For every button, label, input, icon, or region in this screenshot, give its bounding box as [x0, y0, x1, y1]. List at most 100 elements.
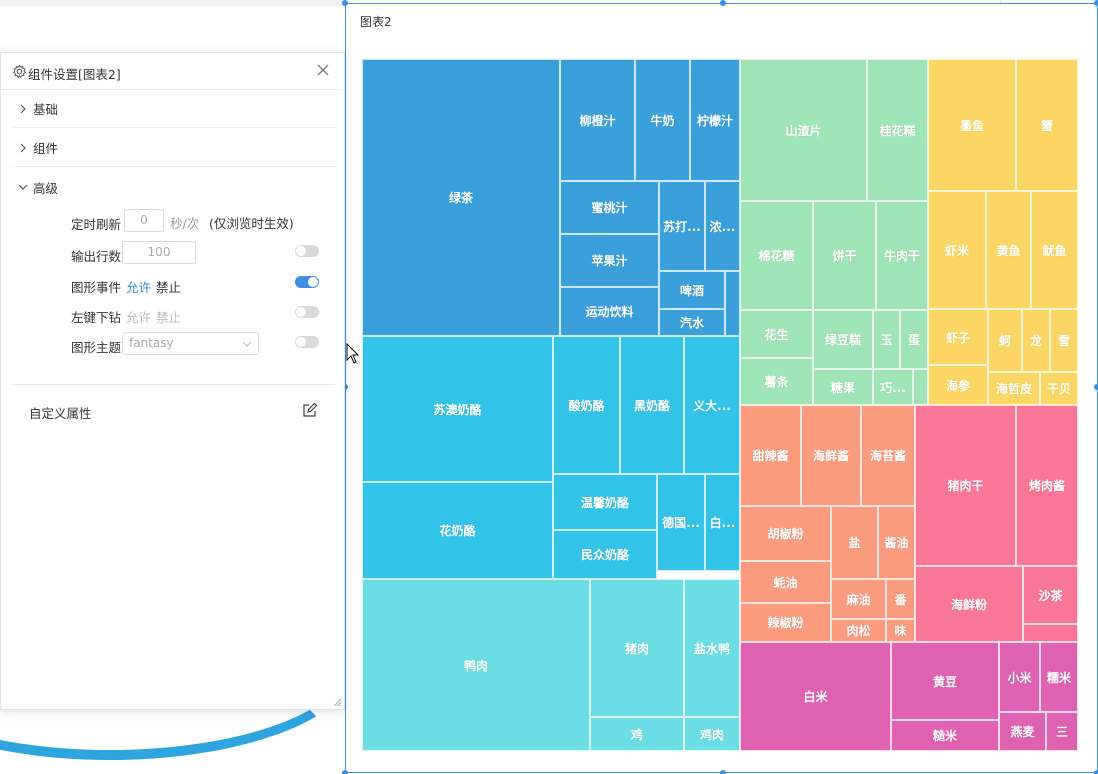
treemap-cell[interactable]: 蚝油: [740, 561, 831, 603]
treemap-cell[interactable]: 浓...: [705, 181, 740, 271]
chart-event-toggle[interactable]: [295, 276, 319, 288]
treemap-cell[interactable]: 鱿鱼: [1031, 191, 1078, 309]
treemap-cell[interactable]: 酸奶酪: [553, 336, 620, 474]
treemap-cell[interactable]: 甜辣酱: [740, 405, 801, 506]
treemap-cell[interactable]: 酱油: [878, 506, 915, 579]
treemap-cell[interactable]: 蟹: [1016, 59, 1078, 191]
treemap-cell[interactable]: 海哲皮: [988, 372, 1040, 405]
treemap-cell[interactable]: 民众奶酪: [553, 530, 657, 579]
treemap-cell[interactable]: 苏打...: [659, 181, 705, 271]
treemap-cell-small[interactable]: [725, 271, 740, 336]
treemap-cell[interactable]: 海苔酱: [861, 405, 915, 506]
treemap-cell[interactable]: 薯条: [740, 358, 813, 405]
treemap-cell[interactable]: 海参: [928, 365, 988, 405]
treemap-cell[interactable]: 小米: [999, 642, 1040, 712]
treemap-cell[interactable]: 温馨奶酪: [553, 474, 657, 530]
treemap-cell[interactable]: 墨鱼: [928, 59, 1016, 191]
treemap-cell[interactable]: 沙茶: [1023, 566, 1078, 624]
chart-event-deny[interactable]: 禁止: [156, 280, 182, 295]
treemap-cell[interactable]: 番: [886, 579, 915, 619]
treemap-cell-small[interactable]: [913, 369, 928, 405]
treemap-cell[interactable]: 鸡: [590, 717, 684, 751]
treemap-cell[interactable]: 龙: [1022, 309, 1050, 372]
treemap-cell[interactable]: 蛋: [900, 310, 928, 369]
section-basic[interactable]: 基础: [13, 90, 335, 128]
treemap-cell[interactable]: 海鲜酱: [801, 405, 861, 506]
treemap-cell[interactable]: 汽水: [659, 309, 725, 336]
treemap-cell[interactable]: 糙米: [891, 720, 999, 751]
treemap-cell[interactable]: 苏澳奶酪: [362, 336, 553, 482]
resize-handle-bottom-right[interactable]: [1094, 770, 1098, 774]
treemap-cell[interactable]: 烤肉酱: [1016, 405, 1078, 566]
close-icon[interactable]: [316, 63, 330, 77]
treemap-cell[interactable]: 绿茶: [362, 59, 560, 336]
treemap-cell[interactable]: 苹果汁: [560, 234, 659, 287]
treemap-chart[interactable]: 绿茶 柳橙汁 牛奶 柠檬汁 蜜桃汁 苏打... 浓... 苹果汁 啤酒 运动饮料 汽水苏澳奶酪 酸奶酪…: [362, 59, 1078, 751]
treemap-cell[interactable]: 虾米: [928, 191, 986, 309]
chart-theme-select[interactable]: fantasy: [122, 332, 259, 355]
treemap-cell[interactable]: 饼干: [813, 201, 876, 310]
treemap-cell[interactable]: 啤酒: [659, 271, 725, 309]
chart-event-allow[interactable]: 允许: [126, 280, 152, 295]
resize-grip-icon[interactable]: [332, 697, 342, 707]
treemap-cell[interactable]: 海鲜粉: [915, 566, 1023, 642]
treemap-cell[interactable]: 蜜桃汁: [560, 181, 659, 234]
resize-handle-top-left[interactable]: [342, 0, 348, 6]
treemap-cell[interactable]: 桂花糕: [867, 59, 928, 201]
treemap-cell[interactable]: 辣椒粉: [740, 603, 831, 642]
treemap-cell[interactable]: 蚵: [988, 309, 1022, 372]
treemap-cell[interactable]: 雪: [1050, 309, 1078, 372]
treemap-cell[interactable]: 虾子: [928, 309, 988, 365]
treemap-cell[interactable]: 胡椒粉: [740, 506, 831, 561]
treemap-cell[interactable]: 猪肉干: [915, 405, 1016, 566]
treemap-cell[interactable]: 三: [1046, 712, 1078, 751]
treemap-cell[interactable]: 柠檬汁: [690, 59, 740, 181]
treemap-cell[interactable]: 麻油: [831, 579, 886, 619]
output-rows-toggle[interactable]: [295, 245, 319, 257]
section-advanced[interactable]: 高级: [13, 168, 335, 206]
treemap-cell-small[interactable]: [1023, 624, 1078, 642]
treemap-cell[interactable]: 山渣片: [740, 59, 867, 201]
treemap-cell[interactable]: 干贝: [1040, 372, 1078, 405]
treemap-cell[interactable]: 白...: [705, 474, 740, 571]
treemap-cell[interactable]: 黄鱼: [986, 191, 1031, 309]
treemap-cell[interactable]: 牛奶: [635, 59, 690, 181]
section-component[interactable]: 组件: [13, 129, 335, 167]
treemap-cell[interactable]: 运动饮料: [560, 287, 659, 336]
treemap-cell[interactable]: 味: [886, 619, 915, 642]
resize-handle-top[interactable]: [720, 0, 726, 6]
treemap-cell[interactable]: 绿豆糕: [813, 310, 873, 369]
left-drill-allow[interactable]: 允许: [126, 310, 152, 325]
resize-handle-bottom-left[interactable]: [342, 770, 348, 774]
chart-theme-toggle[interactable]: [295, 336, 319, 348]
resize-handle-top-right[interactable]: [1094, 0, 1098, 6]
treemap-cell[interactable]: 牛肉干: [876, 201, 928, 310]
treemap-cell[interactable]: 棉花糖: [740, 201, 813, 310]
treemap-cell[interactable]: 花奶酪: [362, 482, 553, 579]
treemap-cell[interactable]: 白米: [740, 642, 891, 751]
treemap-cell[interactable]: 鸡肉: [684, 717, 740, 751]
treemap-cell[interactable]: 盐水鸭: [684, 579, 740, 717]
edit-icon[interactable]: [302, 402, 318, 418]
resize-handle-left[interactable]: [342, 384, 348, 390]
treemap-cell[interactable]: 黑奶酪: [620, 336, 684, 474]
treemap-cell[interactable]: 黄豆: [891, 642, 999, 720]
treemap-cell[interactable]: 巧...: [873, 369, 913, 405]
treemap-cell[interactable]: 德国...: [657, 474, 705, 571]
treemap-cell[interactable]: 糖果: [813, 369, 873, 405]
treemap-cell[interactable]: 玉: [873, 310, 900, 369]
treemap-cell[interactable]: 义大...: [684, 336, 740, 474]
output-rows-input[interactable]: 100: [122, 241, 196, 264]
treemap-cell[interactable]: 燕麦: [999, 712, 1046, 751]
treemap-cell[interactable]: 盐: [831, 506, 878, 579]
treemap-cell[interactable]: 鸭肉: [362, 579, 590, 751]
left-drill-toggle[interactable]: [295, 306, 319, 318]
treemap-cell[interactable]: 肉松: [831, 619, 886, 642]
treemap-cell[interactable]: 猪肉: [590, 579, 684, 717]
left-drill-deny[interactable]: 禁止: [156, 310, 182, 325]
resize-handle-right[interactable]: [1094, 384, 1098, 390]
treemap-cell[interactable]: 柳橙汁: [560, 59, 635, 181]
resize-handle-bottom[interactable]: [720, 770, 726, 774]
treemap-cell[interactable]: 花生: [740, 310, 813, 358]
treemap-cell[interactable]: 糯米: [1040, 642, 1078, 712]
